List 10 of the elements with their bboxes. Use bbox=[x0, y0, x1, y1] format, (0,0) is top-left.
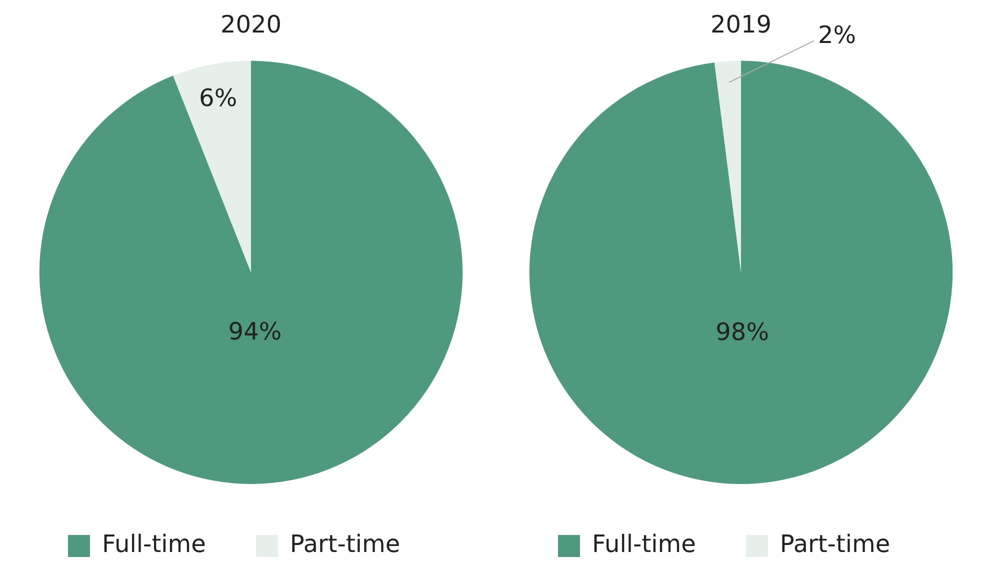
data-label: 2% bbox=[818, 21, 856, 50]
data-label: 94% bbox=[228, 317, 282, 346]
data-label: 6% bbox=[199, 84, 238, 112]
chart-title: 2020 bbox=[220, 10, 282, 39]
legend-label: Full-time bbox=[102, 530, 206, 558]
legend-label: Part-time bbox=[780, 530, 890, 558]
legend-label: Part-time bbox=[290, 530, 400, 558]
data-label: 98% bbox=[716, 318, 769, 346]
legend-label: Full-time bbox=[592, 530, 696, 558]
chart-title: 2019 bbox=[710, 10, 772, 39]
